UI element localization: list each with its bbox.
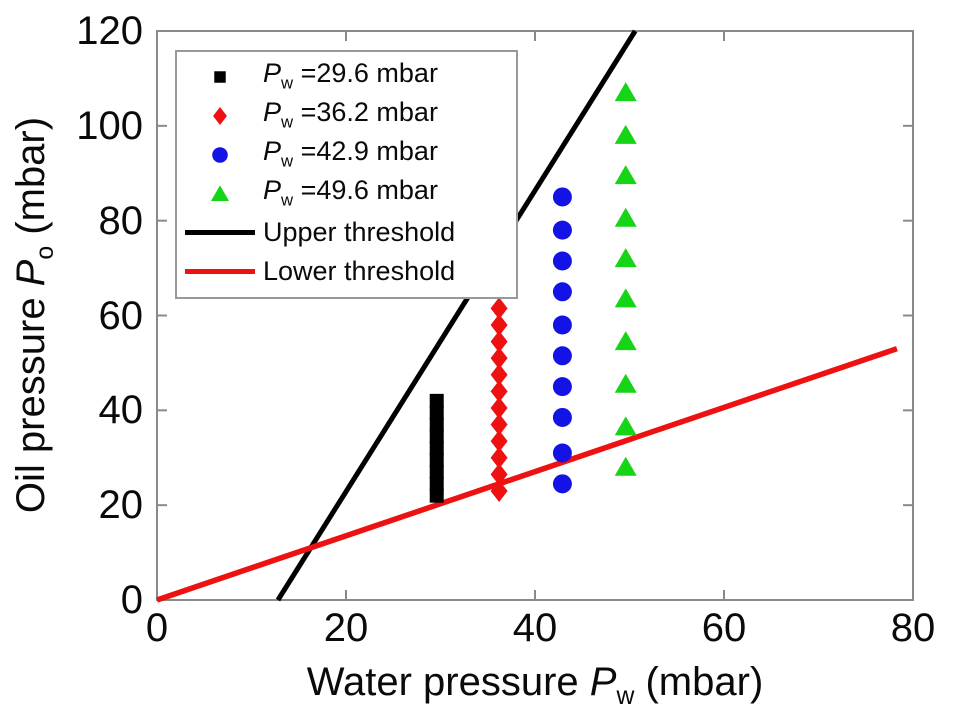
diamond-marker	[490, 463, 508, 486]
diamond-marker	[490, 413, 508, 436]
diamond-marker	[490, 330, 508, 353]
square-marker	[429, 464, 444, 479]
legend-entry-label: Lower threshold	[263, 256, 456, 286]
y-tick-label: 100	[76, 103, 143, 148]
x-tick-label: 60	[701, 606, 747, 650]
triangle-marker	[614, 124, 637, 144]
y-tick-label: 80	[98, 198, 144, 243]
series-diamond	[490, 297, 508, 502]
legend-entry-label: Pw =36.2 mbar	[263, 97, 438, 132]
diamond-icon	[213, 106, 227, 125]
square-marker	[429, 429, 444, 444]
legend-entry-label: Pw =49.6 mbar	[263, 175, 438, 210]
circle-marker	[552, 187, 572, 207]
triangle-marker	[614, 373, 637, 393]
y-tick-label: 0	[120, 578, 143, 622]
legend-entry: Pw =36.2 mbar	[177, 96, 516, 135]
legend-entry: Upper threshold	[177, 213, 516, 252]
lower-threshold-line	[156, 346, 898, 603]
circle-icon	[212, 146, 228, 163]
y-tick-label: 60	[98, 293, 144, 338]
diamond-marker	[490, 479, 508, 502]
triangle-icon	[210, 184, 230, 201]
diamond-marker	[490, 347, 508, 370]
square-marker	[429, 441, 444, 456]
triangle-marker	[614, 288, 637, 308]
x-tick-label: 80	[890, 606, 936, 650]
square-marker	[429, 417, 444, 432]
legend-entry-label: Pw =42.9 mbar	[263, 136, 438, 171]
triangle-marker	[614, 165, 637, 185]
circle-marker	[552, 377, 572, 397]
diamond-marker	[490, 430, 508, 453]
triangle-marker	[210, 184, 230, 201]
legend-entry: Pw =42.9 mbar	[177, 135, 516, 174]
square-marker	[429, 405, 444, 420]
legend-entry: Lower threshold	[177, 252, 516, 291]
legend-entry-label: Pw =29.6 mbar	[263, 58, 438, 93]
circle-marker	[552, 346, 572, 366]
triangle-marker	[614, 207, 637, 227]
x-tick-label: 0	[145, 606, 169, 650]
series-square	[429, 393, 444, 503]
legend-line-icon	[185, 230, 255, 235]
square-marker	[429, 488, 444, 503]
circle-marker	[552, 443, 572, 463]
triangle-marker	[614, 248, 637, 268]
circle-marker	[552, 282, 572, 302]
legend-entry: Pw =49.6 mbar	[177, 174, 516, 213]
legend-entry-label: Upper threshold	[263, 217, 456, 247]
diamond-marker	[490, 446, 508, 469]
triangle-marker	[614, 331, 637, 351]
diamond-marker	[490, 363, 508, 386]
diamond-marker	[490, 297, 508, 320]
legend-line-icon	[185, 269, 255, 274]
diamond-marker	[490, 396, 508, 419]
diamond-marker	[490, 380, 508, 403]
series-circle	[552, 187, 572, 494]
square-marker	[429, 453, 444, 468]
legend-line-swatch	[177, 230, 263, 235]
triangle-marker	[614, 416, 637, 436]
upper-threshold-line	[275, 29, 638, 602]
diamond-marker	[490, 313, 508, 336]
x-axis-title: Water pressure Pw (mbar)	[306, 660, 764, 710]
legend-square-swatch	[177, 63, 263, 91]
circle-marker	[552, 315, 572, 335]
y-tick-label: 40	[98, 388, 144, 433]
circle-marker	[552, 474, 572, 494]
y-tick-label: 120	[76, 9, 143, 53]
x-tick-label: 40	[512, 606, 558, 650]
square-marker	[214, 70, 226, 83]
legend-triangle-swatch	[177, 180, 263, 208]
x-tick-label: 20	[323, 606, 369, 650]
legend-entry: Pw =29.6 mbar	[177, 57, 516, 96]
triangle-marker	[614, 456, 637, 476]
square-marker	[429, 476, 444, 491]
circle-marker	[552, 220, 572, 240]
legend-circle-swatch	[177, 141, 263, 169]
legend-diamond-swatch	[177, 102, 263, 130]
square-marker	[429, 393, 444, 408]
series-triangle	[614, 82, 637, 476]
triangle-marker	[614, 82, 637, 102]
legend: Pw =29.6 mbar Pw =36.2 mbar Pw =42.9 mbar P…	[175, 50, 518, 299]
square-icon	[214, 70, 226, 83]
diamond-marker	[213, 106, 227, 125]
circle-marker	[552, 251, 572, 271]
y-tick-label: 20	[98, 483, 144, 528]
legend-line-swatch	[177, 269, 263, 274]
circle-marker	[552, 407, 572, 427]
circle-marker	[212, 146, 228, 163]
y-axis-title: Oil pressure Po (mbar)	[9, 116, 59, 514]
